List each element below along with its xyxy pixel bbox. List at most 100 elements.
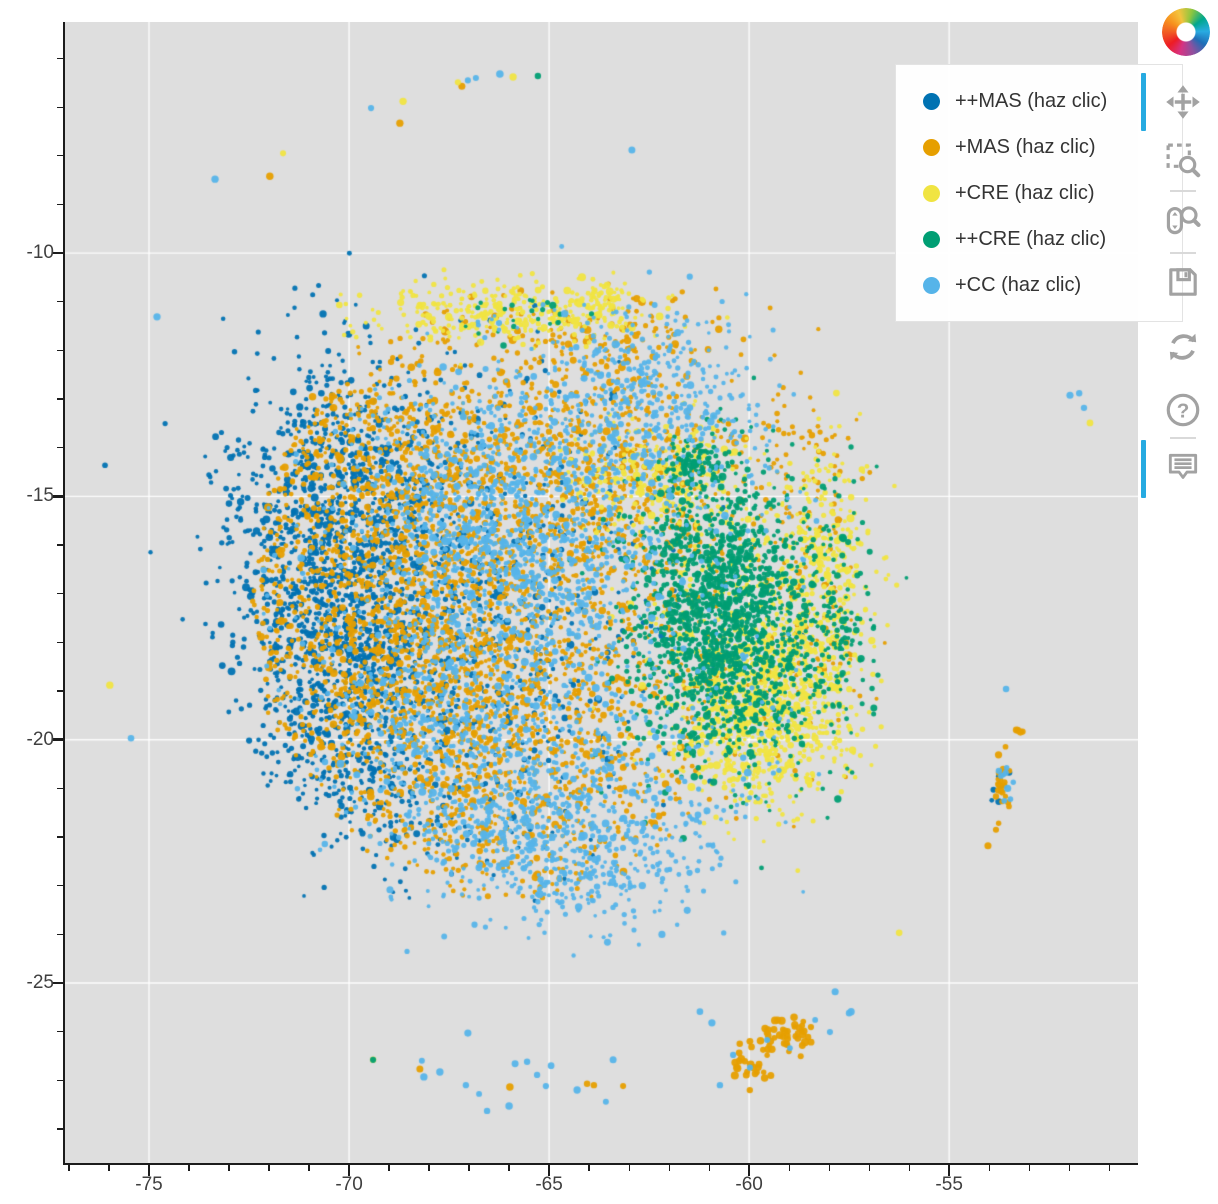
y-axis-line	[63, 22, 65, 1165]
x-minor-tick	[108, 1165, 110, 1171]
bokeh-logo-icon[interactable]	[1162, 8, 1210, 56]
legend-swatch	[923, 230, 940, 248]
x-axis-line	[63, 1163, 1138, 1165]
x-major-tick	[747, 1165, 751, 1176]
y-tick-label: -20	[26, 728, 54, 750]
y-minor-tick	[57, 301, 63, 303]
y-minor-tick	[57, 1031, 63, 1033]
toolbar-separator	[1170, 437, 1196, 439]
x-minor-tick	[508, 1165, 510, 1171]
legend-item-ppcre[interactable]: ++CRE (haz clic)	[896, 216, 1182, 262]
y-minor-tick	[57, 690, 63, 692]
x-tick-label: -60	[735, 1174, 763, 1195]
y-minor-tick	[57, 593, 63, 595]
y-minor-tick	[57, 106, 63, 108]
legend-item-pcre[interactable]: +CRE (haz clic)	[896, 170, 1182, 216]
legend-swatch	[923, 184, 940, 202]
help-icon: ?	[1166, 393, 1200, 427]
x-minor-tick	[1028, 1165, 1030, 1171]
x-minor-tick	[428, 1165, 430, 1171]
x-minor-tick	[628, 1165, 630, 1171]
toolbar-separator	[1170, 252, 1196, 254]
x-minor-tick	[68, 1165, 70, 1171]
y-major-tick	[52, 981, 63, 985]
svg-text:?: ?	[1177, 399, 1190, 422]
legend-label: ++MAS (haz clic)	[955, 89, 1108, 112]
save-tool-button[interactable]	[1160, 262, 1206, 302]
legend-label: +CC (haz clic)	[955, 273, 1082, 296]
y-minor-tick	[57, 398, 63, 400]
y-tick-label: -25	[26, 971, 54, 993]
reset-icon	[1169, 333, 1197, 361]
save-icon	[1169, 268, 1197, 296]
x-major-tick	[347, 1165, 351, 1176]
active-tool-indicator	[1141, 73, 1146, 131]
x-minor-tick	[188, 1165, 190, 1171]
legend-item-pmas[interactable]: +MAS (haz clic)	[896, 124, 1182, 170]
legend: ++MAS (haz clic) +MAS (haz clic) +CRE (h…	[895, 64, 1183, 322]
y-major-tick	[52, 251, 63, 255]
x-minor-tick	[668, 1165, 670, 1171]
legend-swatch	[923, 138, 940, 156]
pan-tool-button[interactable]	[1160, 82, 1206, 122]
x-tick-label: -65	[535, 1174, 563, 1195]
x-minor-tick	[1068, 1165, 1070, 1171]
y-minor-tick	[57, 836, 63, 838]
x-minor-tick	[988, 1165, 990, 1171]
box-zoom-icon	[1166, 143, 1201, 178]
y-major-tick	[52, 738, 63, 741]
x-minor-tick	[908, 1165, 910, 1171]
x-major-tick	[547, 1165, 551, 1176]
toolbar-separator	[1170, 190, 1196, 192]
x-minor-tick	[588, 1165, 590, 1171]
x-tick-label: -55	[935, 1174, 963, 1195]
y-major-tick	[52, 495, 63, 498]
y-minor-tick	[57, 1128, 63, 1130]
y-minor-tick	[57, 349, 63, 352]
pan-icon	[1166, 85, 1200, 119]
legend-item-ppmas[interactable]: ++MAS (haz clic)	[896, 78, 1182, 124]
hover-tool-button[interactable]	[1160, 447, 1206, 487]
legend-label: +MAS (haz clic)	[955, 135, 1096, 158]
y-tick-label: -10	[26, 242, 54, 264]
y-minor-tick	[57, 57, 63, 60]
x-minor-tick	[788, 1165, 790, 1171]
bokeh-toolbar: ?	[1140, 0, 1218, 520]
active-tool-indicator	[1141, 440, 1146, 498]
x-minor-tick	[228, 1165, 230, 1171]
legend-label: +CRE (haz clic)	[955, 181, 1095, 204]
y-minor-tick	[57, 641, 63, 643]
x-major-tick	[947, 1165, 951, 1176]
legend-label: ++CRE (haz clic)	[955, 227, 1107, 250]
x-minor-tick	[828, 1165, 830, 1171]
y-minor-tick	[57, 544, 63, 546]
legend-swatch	[923, 276, 940, 294]
hover-icon	[1168, 453, 1198, 479]
reset-tool-button[interactable]	[1160, 327, 1206, 367]
x-tick-label: -75	[135, 1174, 163, 1195]
y-minor-tick	[57, 885, 63, 887]
y-minor-tick	[57, 155, 63, 157]
wheel-zoom-icon	[1166, 206, 1201, 235]
legend-swatch	[923, 92, 940, 110]
x-minor-tick	[268, 1165, 270, 1171]
x-minor-tick	[708, 1165, 710, 1171]
x-minor-tick	[868, 1165, 870, 1171]
wheel-zoom-tool-button[interactable]	[1160, 199, 1206, 239]
y-minor-tick	[57, 1079, 63, 1081]
y-minor-tick	[57, 447, 63, 449]
x-minor-tick	[1108, 1165, 1110, 1171]
legend-item-pcc[interactable]: +CC (haz clic)	[896, 262, 1182, 308]
x-minor-tick	[468, 1165, 470, 1171]
box-zoom-tool-button[interactable]	[1160, 140, 1206, 180]
y-tick-label: -15	[26, 485, 54, 507]
x-minor-tick	[308, 1165, 310, 1171]
plot-area[interactable]: ++MAS (haz clic) +MAS (haz clic) +CRE (h…	[65, 22, 1183, 1163]
y-minor-tick	[57, 787, 63, 789]
y-minor-tick	[57, 203, 63, 206]
x-major-tick	[147, 1165, 151, 1176]
help-tool-button[interactable]: ?	[1160, 390, 1206, 430]
y-minor-tick	[57, 933, 63, 935]
x-minor-tick	[388, 1165, 390, 1171]
